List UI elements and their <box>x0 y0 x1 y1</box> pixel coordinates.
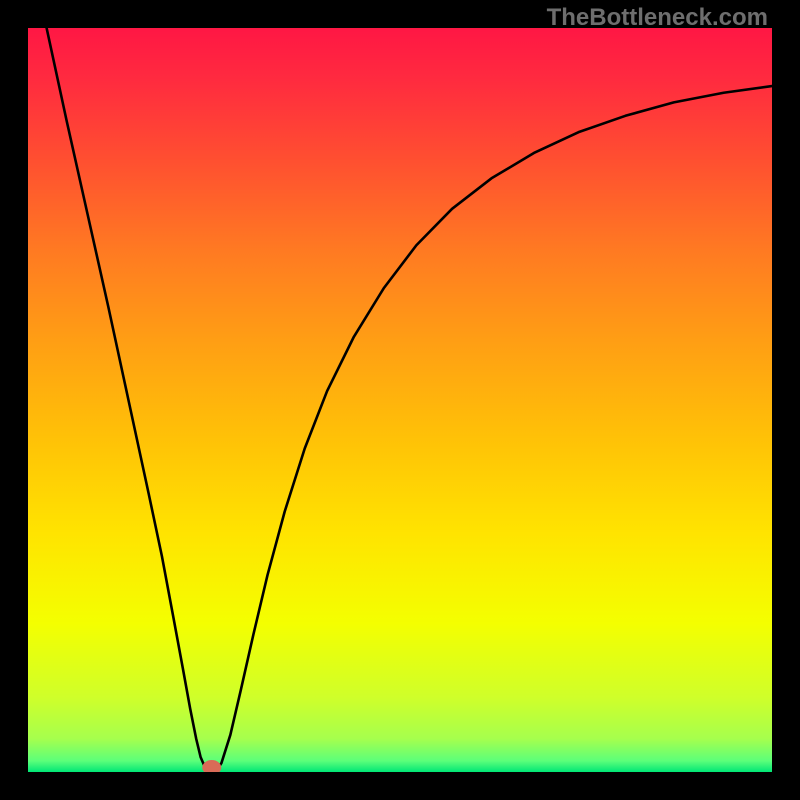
chart-frame: TheBottleneck.com <box>0 0 800 800</box>
chart-svg <box>28 28 772 772</box>
gradient-background <box>28 28 772 772</box>
plot-area <box>28 28 772 772</box>
minimum-marker <box>203 761 221 772</box>
watermark-text: TheBottleneck.com <box>547 4 768 32</box>
